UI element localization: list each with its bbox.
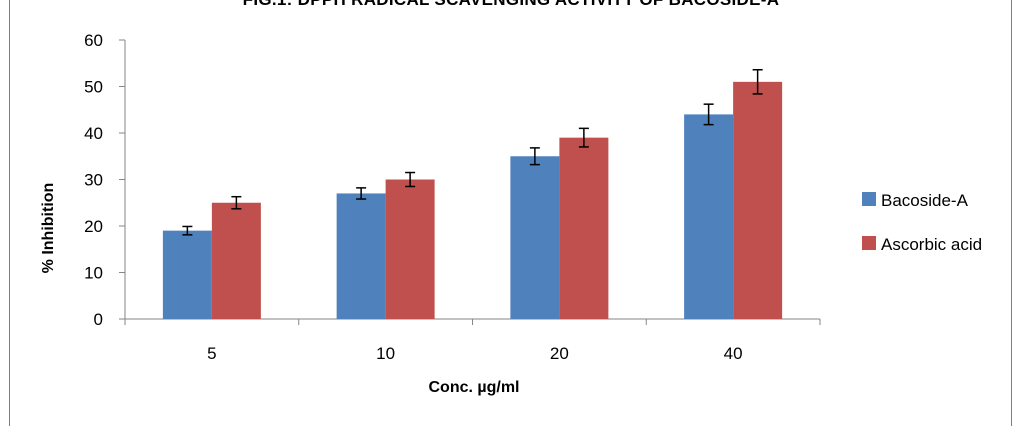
error-bars (182, 69, 763, 236)
frame-border-left (9, 0, 10, 426)
bar-ascorbic-acid-5 (211, 202, 261, 319)
bar-ascorbic-acid-10 (385, 179, 435, 319)
chart-title: FIG.1: DPPH RADICAL SCAVENGING ACTIVITY … (0, 0, 1022, 10)
frame-border-right (1011, 0, 1012, 426)
x-tick-label: 20 (550, 344, 569, 363)
bar-ascorbic-acid-20 (559, 137, 609, 319)
y-tick-label: 50 (84, 78, 103, 97)
x-axis-label: Conc. µg/ml (429, 379, 520, 396)
x-tick-label: 40 (724, 344, 743, 363)
bar-bacoside-a-10 (336, 193, 386, 319)
legend-label-bacoside-a: Bacoside-A (881, 191, 969, 210)
bars (162, 81, 783, 320)
legend-label-ascorbic-acid: Ascorbic acid (881, 235, 982, 254)
bar-bacoside-a-5 (162, 230, 212, 319)
y-tick-label: 0 (94, 310, 103, 329)
x-tick-label: 10 (376, 344, 395, 363)
legend-swatch-ascorbic-acid (862, 236, 876, 250)
legend-swatch-bacoside-a (862, 192, 876, 206)
bar-bacoside-a-40 (684, 114, 734, 320)
axis-labels: % Inhibition Conc. µg/ml (40, 183, 520, 396)
y-tick-label: 60 (84, 31, 103, 50)
x-tick-label: 5 (207, 344, 216, 363)
y-tick-label: 10 (84, 264, 103, 283)
y-tick-label: 20 (84, 217, 103, 236)
bar-bacoside-a-20 (510, 156, 560, 319)
y-tick-label: 40 (84, 124, 103, 143)
y-axis-label: % Inhibition (40, 183, 57, 274)
bar-ascorbic-acid-40 (733, 81, 783, 319)
legend: Bacoside-A Ascorbic acid (862, 191, 982, 254)
y-tick-label: 30 (84, 171, 103, 190)
